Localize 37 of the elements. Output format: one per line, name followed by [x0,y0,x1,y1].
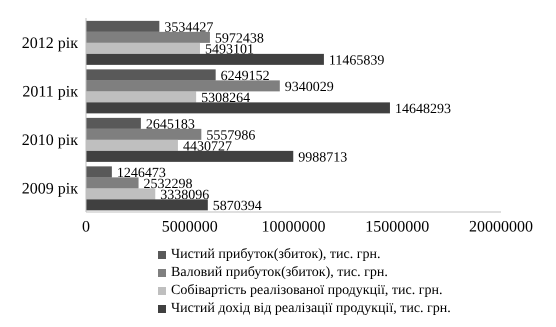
bar [86,80,280,92]
legend-label: Собівартість реалізованої продукції, тис. грн. [171,282,442,300]
data-label: 11465839 [328,53,384,68]
bar [86,199,208,210]
bar [86,102,390,114]
y-tick-label: 2012 рік [22,34,78,52]
y-tick-label: 2009 рік [22,180,78,198]
bar [86,54,324,65]
data-label: 2645183 [146,117,195,132]
x-tick-label: 15000000 [365,218,430,236]
legend-label: Чистий прибуток(збиток), тис. грн. [171,246,380,264]
data-label: 5870394 [212,198,262,214]
data-label: 5493101 [204,42,254,58]
bar [86,150,294,162]
data-label: 4430727 [182,139,232,154]
data-label: 14648293 [394,102,451,117]
legend-label: Валовий прибуток(збиток), тис. грн. [171,264,388,282]
y-tick-label: 2011 рік [22,83,78,100]
legend-label: Чистий дохід від реалізації продукції, тис. грн. [171,300,451,318]
bar [86,69,216,80]
data-label: 6249152 [220,68,270,84]
x-tick-label: 10000000 [262,218,326,236]
data-label: 9988713 [298,150,348,166]
data-label: 5308264 [201,90,250,106]
bar [86,20,160,32]
data-label: 3338096 [160,188,210,203]
bar [86,128,202,140]
x-tick-label: 5000000 [162,218,218,236]
x-tick-label: 0 [82,218,90,236]
bar [86,118,141,129]
bar [86,32,210,43]
bar [86,177,139,188]
bar [86,166,112,178]
y-tick-label: 2010 рік [22,132,78,149]
data-label: 9340029 [284,80,334,95]
data-label: 3534427 [164,20,214,36]
x-tick-label: 20000000 [469,218,533,236]
